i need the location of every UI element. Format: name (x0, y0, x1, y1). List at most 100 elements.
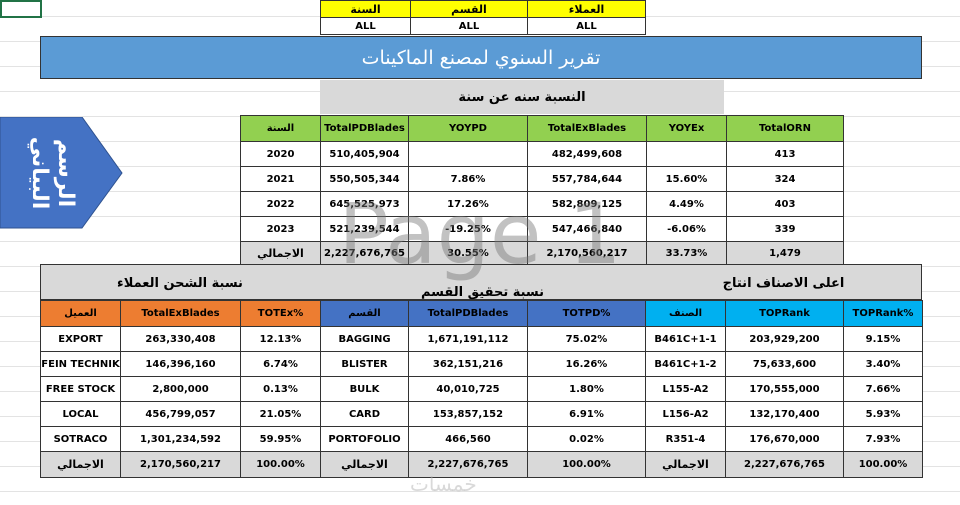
table-cell: 5.93% (843, 401, 923, 427)
table-cell: 2022 (240, 191, 321, 217)
filter-value: ALL (527, 17, 646, 35)
total-cell: 2,227,676,765 (408, 451, 528, 478)
table-cell: B461C+1-2 (645, 351, 726, 377)
table-cell: L155-A2 (645, 376, 726, 402)
table-cell: 6.74% (240, 351, 321, 377)
column-header: TotalPDBlades (320, 115, 409, 142)
table-cell: 550,505,344 (320, 166, 409, 192)
table-cell: 403 (726, 191, 844, 217)
table-cell: 1,301,234,592 (120, 426, 241, 452)
table-cell: 645,525,973 (320, 191, 409, 217)
table-cell: 1,671,191,112 (408, 326, 528, 352)
table-cell: FREE STOCK (40, 376, 121, 402)
table-cell: 9.15% (843, 326, 923, 352)
table-cell: 2023 (240, 216, 321, 242)
table-cell: 362,151,216 (408, 351, 528, 377)
column-header: السنة (240, 115, 321, 142)
cell-cursor (0, 0, 42, 18)
filter-header: السنة (320, 0, 411, 18)
total-cell: 100.00% (527, 451, 646, 478)
table-cell: 203,929,200 (725, 326, 844, 352)
table-cell: 557,784,644 (527, 166, 647, 192)
table-cell: BLISTER (320, 351, 409, 377)
chart-button-label[interactable]: الرسم البياني (27, 136, 78, 210)
table-cell: 146,396,160 (120, 351, 241, 377)
column-header: العميل (40, 300, 121, 327)
total-cell: 30.55% (408, 241, 528, 265)
total-cell: 2,227,676,765 (320, 241, 409, 265)
table-cell: 132,170,400 (725, 401, 844, 427)
table-cell: CARD (320, 401, 409, 427)
table-cell: -19.25% (408, 216, 528, 242)
filter-value: ALL (410, 17, 528, 35)
column-header: TotalPDBlades (408, 300, 528, 327)
table-cell: 40,010,725 (408, 376, 528, 402)
chart-button[interactable] (0, 117, 124, 229)
filter-header: القسم (410, 0, 528, 18)
table-cell: SOTRACO (40, 426, 121, 452)
table-cell: 263,330,408 (120, 326, 241, 352)
section-title: نسبة الشحن العملاء (117, 276, 243, 291)
column-header: YOYPD (408, 115, 528, 142)
table-cell: 456,799,057 (120, 401, 241, 427)
table-cell: 12.13% (240, 326, 321, 352)
table-cell: 582,809,125 (527, 191, 647, 217)
table-cell: 6.91% (527, 401, 646, 427)
section-title: اعلى الاصناف انتاج (722, 276, 845, 291)
table-cell: 2021 (240, 166, 321, 192)
table-cell: 7.93% (843, 426, 923, 452)
table-cell: 170,555,000 (725, 376, 844, 402)
table-cell: PORTOFOLIO (320, 426, 409, 452)
table-cell: 59.95% (240, 426, 321, 452)
site-watermark: خمسات (410, 472, 477, 496)
table-cell: B461C+1-1 (645, 326, 726, 352)
table-cell: -6.06% (646, 216, 727, 242)
table-cell: 17.26% (408, 191, 528, 217)
table-cell: 521,239,544 (320, 216, 409, 242)
table-cell: 324 (726, 166, 844, 192)
table-cell: 482,499,608 (527, 141, 647, 167)
total-cell: الاجمالي (40, 451, 121, 478)
column-header: YOYEx (646, 115, 727, 142)
filter-header: العملاء (527, 0, 646, 18)
table-cell: FEIN TECHNIK (40, 351, 121, 377)
total-cell: الاجمالي (240, 241, 321, 265)
table-cell: 75.02% (527, 326, 646, 352)
table-cell: EXPORT (40, 326, 121, 352)
total-cell: 2,170,560,217 (120, 451, 241, 478)
table-cell: 413 (726, 141, 844, 167)
yoy-title: النسبة سنه عن سنة (320, 80, 724, 114)
column-header: TotalORN (726, 115, 844, 142)
table-cell: 21.05% (240, 401, 321, 427)
total-cell: 33.73% (646, 241, 727, 265)
total-cell: الاجمالي (320, 451, 409, 478)
table-cell: 0.02% (527, 426, 646, 452)
table-cell: 4.49% (646, 191, 727, 217)
table-cell: BULK (320, 376, 409, 402)
table-cell: L156-A2 (645, 401, 726, 427)
total-cell: الاجمالي (645, 451, 726, 478)
table-cell: LOCAL (40, 401, 121, 427)
column-header: TotalExBlades (120, 300, 241, 327)
column-header: القسم (320, 300, 409, 327)
table-cell: 0.13% (240, 376, 321, 402)
column-header: الصنف (645, 300, 726, 327)
total-cell: 2,170,560,217 (527, 241, 647, 265)
section-title: نسبة تحقيق القسم (420, 285, 545, 300)
table-cell: 547,466,840 (527, 216, 647, 242)
table-cell: 75,633,600 (725, 351, 844, 377)
table-cell (646, 141, 727, 167)
table-cell: 153,857,152 (408, 401, 528, 427)
table-cell: 2,800,000 (120, 376, 241, 402)
total-cell: 100.00% (240, 451, 321, 478)
filter-value: ALL (320, 17, 411, 35)
table-cell: 339 (726, 216, 844, 242)
column-header: TotalExBlades (527, 115, 647, 142)
total-cell: 1,479 (726, 241, 844, 265)
table-cell: 176,670,000 (725, 426, 844, 452)
table-cell: 466,560 (408, 426, 528, 452)
total-cell: 2,227,676,765 (725, 451, 844, 478)
table-cell: 7.66% (843, 376, 923, 402)
total-cell: 100.00% (843, 451, 923, 478)
